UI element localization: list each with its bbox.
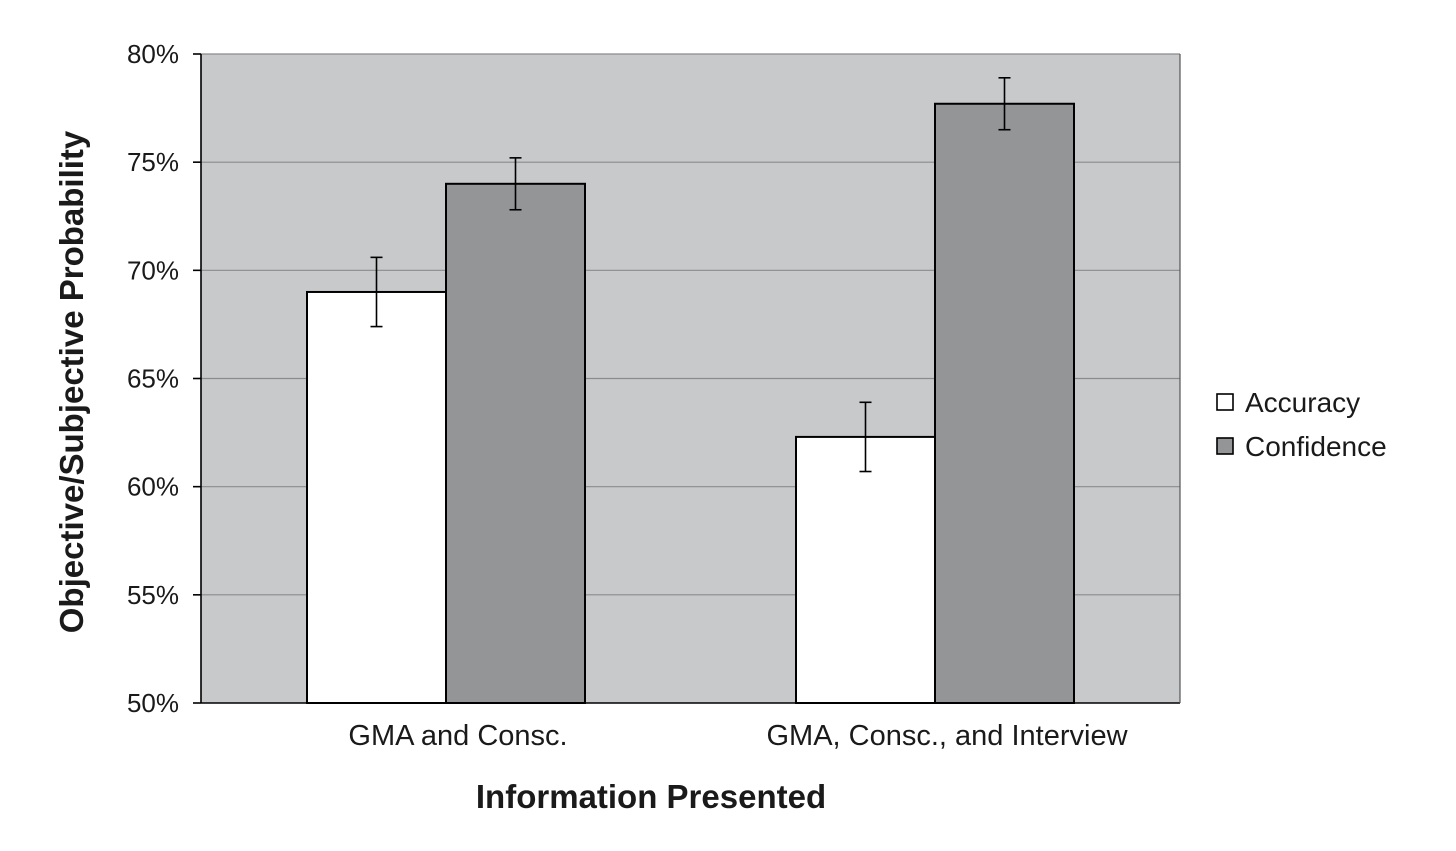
legend-label: Accuracy (1245, 387, 1360, 418)
bar-confidence-0 (445, 182, 586, 705)
y-tick-labels: 50% 55% 60% 65% 70% 75% 80% (127, 39, 179, 718)
x-category-label: GMA, Consc., and Interview (766, 720, 1128, 752)
legend-swatch (1216, 437, 1234, 455)
error-bar-confidence-1 (998, 76, 1011, 131)
error-bar-accuracy-1 (859, 401, 872, 473)
axes (193, 53, 1181, 704)
x-category-label: GMA and Consc. (348, 720, 567, 752)
legend: Accuracy Confidence (1216, 387, 1387, 462)
y-axis-title: Objective/Subjective Probability (53, 130, 90, 633)
bar-accuracy-0 (306, 290, 447, 704)
legend-label: Confidence (1245, 431, 1387, 462)
y-tick-label: 65% (127, 364, 179, 394)
error-bar-confidence-0 (509, 157, 522, 211)
y-tick-label: 55% (127, 580, 179, 610)
error-bars (370, 76, 1011, 473)
y-tick-label: 70% (127, 255, 179, 285)
bar-accuracy-1 (795, 435, 936, 704)
y-tick-label: 50% (127, 688, 179, 718)
legend-swatch (1216, 393, 1234, 411)
legend-item-confidence: Confidence (1216, 431, 1387, 462)
y-tick-label: 75% (127, 147, 179, 177)
bars (306, 102, 1075, 705)
y-tick-label: 80% (127, 39, 179, 69)
x-axis-title: Information Presented (476, 778, 826, 815)
legend-item-accuracy: Accuracy (1216, 387, 1360, 418)
x-category-labels: GMA and Consc. GMA, Consc., and Interview (348, 720, 1128, 752)
bar-confidence-1 (934, 102, 1075, 705)
y-tick-label: 60% (127, 472, 179, 502)
error-bar-accuracy-0 (370, 256, 383, 328)
